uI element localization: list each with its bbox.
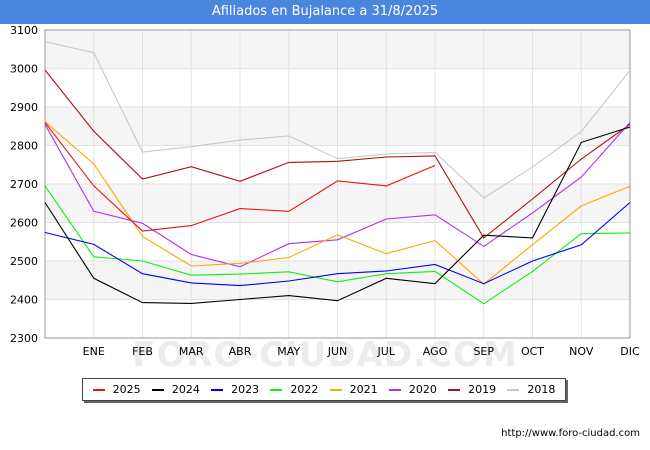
- legend-item-2021: 2021: [329, 383, 378, 396]
- y-axis-ticks: 2300 2400 2500 2600 2700 2800 2900 3000 3100: [10, 24, 38, 345]
- x-axis-ticks: ENE FEB MAR ABR MAY JUN JUL AGO SEP OCT NOV DIC: [83, 345, 640, 358]
- chart-title: Afiliados en Bujalance a 31/8/2025: [0, 0, 650, 24]
- y-tick-label: 3000: [10, 63, 38, 76]
- legend-label: 2022: [290, 383, 319, 396]
- y-tick-label: 3100: [10, 24, 38, 37]
- legend-swatch: [507, 388, 520, 391]
- y-tick-label: 2400: [10, 294, 38, 307]
- x-tick-label: NOV: [569, 345, 594, 358]
- legend-item-2018: 2018: [507, 383, 555, 396]
- y-tick-label: 2700: [10, 178, 38, 191]
- series-line-2019: [44, 69, 631, 239]
- x-tick-label: JUN: [327, 345, 348, 358]
- y-tick-label: 2500: [10, 255, 38, 268]
- x-tick-label: JUL: [377, 345, 396, 358]
- legend-swatch: [448, 388, 461, 391]
- x-tick-label: ABR: [229, 345, 252, 358]
- legend-item-2024: 2024: [151, 383, 200, 396]
- y-tick-label: 2300: [10, 332, 38, 345]
- legend-item-2022: 2022: [270, 383, 318, 396]
- legend-label: 2021: [349, 383, 378, 396]
- series-line-2025: [44, 122, 436, 232]
- x-tick-label: AGO: [423, 345, 448, 358]
- x-tick-label: FEB: [132, 345, 153, 358]
- legend-item-2020: 2020: [388, 383, 437, 396]
- legend-label: 2024: [171, 383, 200, 396]
- series-line-2020: [44, 122, 631, 268]
- x-tick-label: OCT: [521, 345, 544, 358]
- series-lines: [44, 41, 631, 305]
- legend: 2025 2024 2023 2022 2021 2020 2019 2018: [82, 378, 566, 401]
- legend-label: 2019: [468, 383, 497, 396]
- legend-item-2019: 2019: [448, 383, 496, 396]
- series-line-2021: [44, 121, 631, 285]
- legend-label: 2020: [408, 383, 437, 396]
- x-tick-label: ENE: [83, 345, 105, 358]
- legend-swatch: [388, 388, 401, 391]
- legend-swatch: [151, 388, 164, 391]
- series-line-2022: [44, 185, 631, 305]
- x-tick-label: MAR: [179, 345, 204, 358]
- source-credit: http://www.foro-ciudad.com: [501, 428, 640, 439]
- series-line-2024: [44, 126, 631, 304]
- x-tick-label: DIC: [620, 345, 640, 358]
- series-line-2018: [44, 41, 631, 199]
- legend-swatch: [329, 388, 342, 391]
- x-tick-label: MAY: [277, 345, 300, 358]
- legend-swatch: [270, 388, 283, 391]
- legend-item-2025: 2025: [92, 383, 141, 396]
- y-tick-label: 2600: [10, 217, 38, 230]
- legend-label: 2023: [231, 383, 260, 396]
- legend-label: 2025: [112, 383, 141, 396]
- watermark: FORO-CIUDAD.COM: [132, 335, 518, 375]
- plot-frame: [44, 29, 631, 339]
- y-tick-label: 2800: [10, 140, 38, 153]
- series-line-2023: [44, 202, 631, 287]
- x-tick-label: SEP: [473, 345, 494, 358]
- legend-swatch: [92, 388, 105, 391]
- legend-label: 2018: [527, 383, 556, 396]
- legend-swatch: [211, 388, 224, 391]
- y-tick-label: 2900: [10, 101, 38, 114]
- legend-item-2023: 2023: [211, 383, 259, 396]
